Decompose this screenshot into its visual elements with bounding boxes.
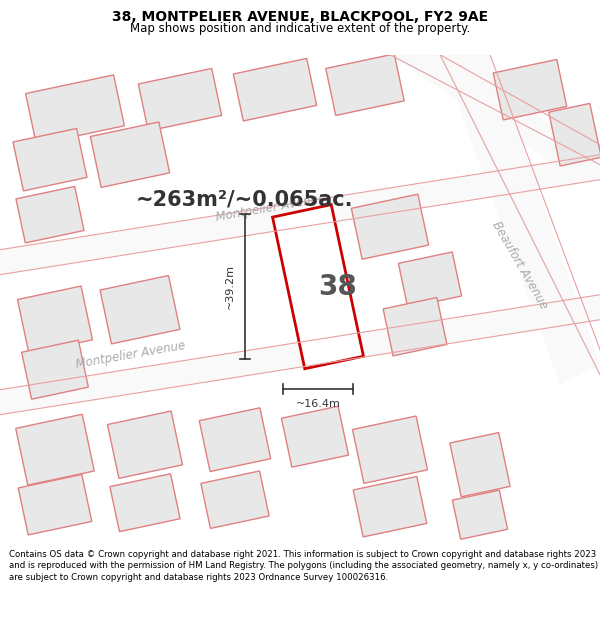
Bar (110, 474, 180, 532)
Bar (18, 474, 92, 535)
Bar (13, 129, 87, 191)
Text: ~16.4m: ~16.4m (296, 399, 340, 409)
Bar (352, 416, 428, 483)
Text: 38: 38 (319, 272, 358, 301)
Text: 38, MONTPELIER AVENUE, BLACKPOOL, FY2 9AE: 38, MONTPELIER AVENUE, BLACKPOOL, FY2 9A… (112, 9, 488, 24)
Bar (22, 340, 88, 399)
Text: Beaufort Avenue: Beaufort Avenue (490, 219, 550, 311)
Bar (383, 298, 447, 356)
Bar (16, 186, 84, 243)
Bar (272, 204, 364, 369)
Text: Montpelier Avenue: Montpelier Avenue (75, 339, 187, 371)
Polygon shape (0, 154, 600, 274)
Bar (201, 471, 269, 528)
Polygon shape (0, 294, 600, 414)
Bar (100, 276, 180, 344)
Text: ~263m²/~0.065ac.: ~263m²/~0.065ac. (136, 189, 354, 209)
Bar (107, 411, 182, 478)
Bar (91, 122, 170, 188)
Text: ~39.2m: ~39.2m (225, 264, 235, 309)
Bar (139, 68, 221, 131)
Bar (450, 432, 510, 497)
Bar (281, 406, 349, 467)
Bar (549, 103, 600, 166)
Text: Contains OS data © Crown copyright and database right 2021. This information is : Contains OS data © Crown copyright and d… (9, 549, 598, 582)
Bar (199, 408, 271, 472)
Bar (493, 59, 567, 120)
Bar (26, 75, 124, 144)
Bar (233, 58, 317, 121)
Bar (326, 54, 404, 116)
Bar (17, 286, 92, 353)
Bar (16, 414, 94, 485)
Bar (398, 252, 461, 308)
Bar (452, 490, 508, 539)
Bar (353, 476, 427, 537)
Polygon shape (390, 54, 600, 174)
Bar (352, 194, 428, 259)
Polygon shape (440, 54, 600, 384)
Text: Montpelier Avenue: Montpelier Avenue (215, 192, 326, 224)
Text: Map shows position and indicative extent of the property.: Map shows position and indicative extent… (130, 22, 470, 34)
